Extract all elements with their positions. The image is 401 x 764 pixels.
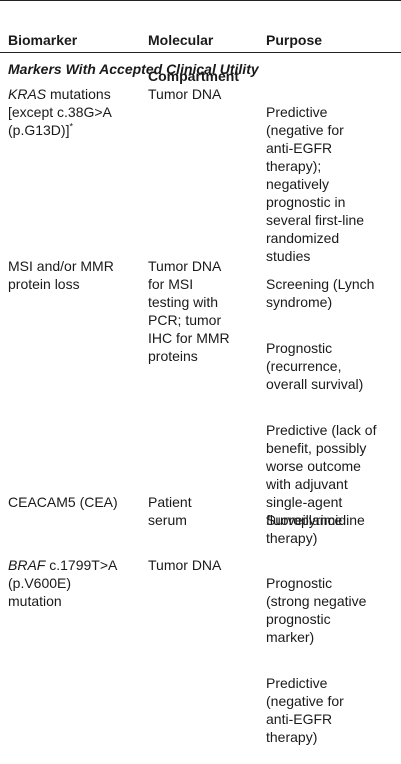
header-rule xyxy=(0,52,401,53)
biomarker-detail: mutations [except c.38G>A (p.G13D)] xyxy=(8,86,112,138)
header-biomarker: Biomarker xyxy=(8,32,78,48)
header-compartment-line1: Molecular xyxy=(148,32,214,48)
purpose-item: Prognostic (strong negative prognostic m… xyxy=(266,575,367,645)
purpose-item: Predictive (negative for anti-EGFR thera… xyxy=(266,675,344,745)
row-cea-biomarker: CEACAM5 (CEA) xyxy=(8,494,118,510)
header-compartment-line2: Compartment xyxy=(148,68,240,84)
row-kras-purpose: Predictive (negative for anti-EGFR thera… xyxy=(266,85,396,283)
gene-name: KRAS xyxy=(8,86,47,102)
biomarker-detail: c.1799T>A (p.V600E) mutation xyxy=(8,557,118,609)
section-title: Markers With Accepted Clinical Utility xyxy=(8,61,259,77)
row-braf-purpose: Prognostic (strong negative prognostic m… xyxy=(266,556,396,764)
purpose-item: Predictive (lack of benefit, possibly wo… xyxy=(266,422,377,546)
purpose-item: Prognostic (recurrence, overall survival… xyxy=(266,340,364,392)
row-msi-biomarker: MSI and/or MMR protein loss xyxy=(8,258,114,292)
row-braf-compartment: Tumor DNA xyxy=(148,557,222,573)
purpose-item: Screening (Lynch syndrome) xyxy=(266,276,375,310)
row-cea-compartment: Patient serum xyxy=(148,494,192,528)
footnote-marker: * xyxy=(69,121,73,132)
purpose-item: Predictive (negative for anti-EGFR thera… xyxy=(266,104,365,264)
purpose-item: Surveillance xyxy=(266,512,343,528)
top-rule xyxy=(0,0,401,1)
gene-name: BRAF xyxy=(8,557,46,573)
header-molecular-compartment: Molecular Compartment xyxy=(148,13,260,103)
row-kras-biomarker: KRAS mutations [except c.38G>A (p.G13D)]… xyxy=(8,85,143,139)
row-kras-compartment: Tumor DNA xyxy=(148,86,222,102)
row-braf-biomarker: BRAF c.1799T>A (p.V600E) mutation xyxy=(8,556,143,610)
row-msi-purpose: Screening (Lynch syndrome) Prognostic (r… xyxy=(266,257,396,565)
row-msi-compartment: Tumor DNA for MSI testing with PCR; tumo… xyxy=(148,258,230,364)
header-purpose: Purpose xyxy=(266,32,323,48)
biomarker-table: Biomarker Molecular Compartment Purpose … xyxy=(0,0,401,745)
row-cea-purpose: Surveillance xyxy=(266,493,396,547)
